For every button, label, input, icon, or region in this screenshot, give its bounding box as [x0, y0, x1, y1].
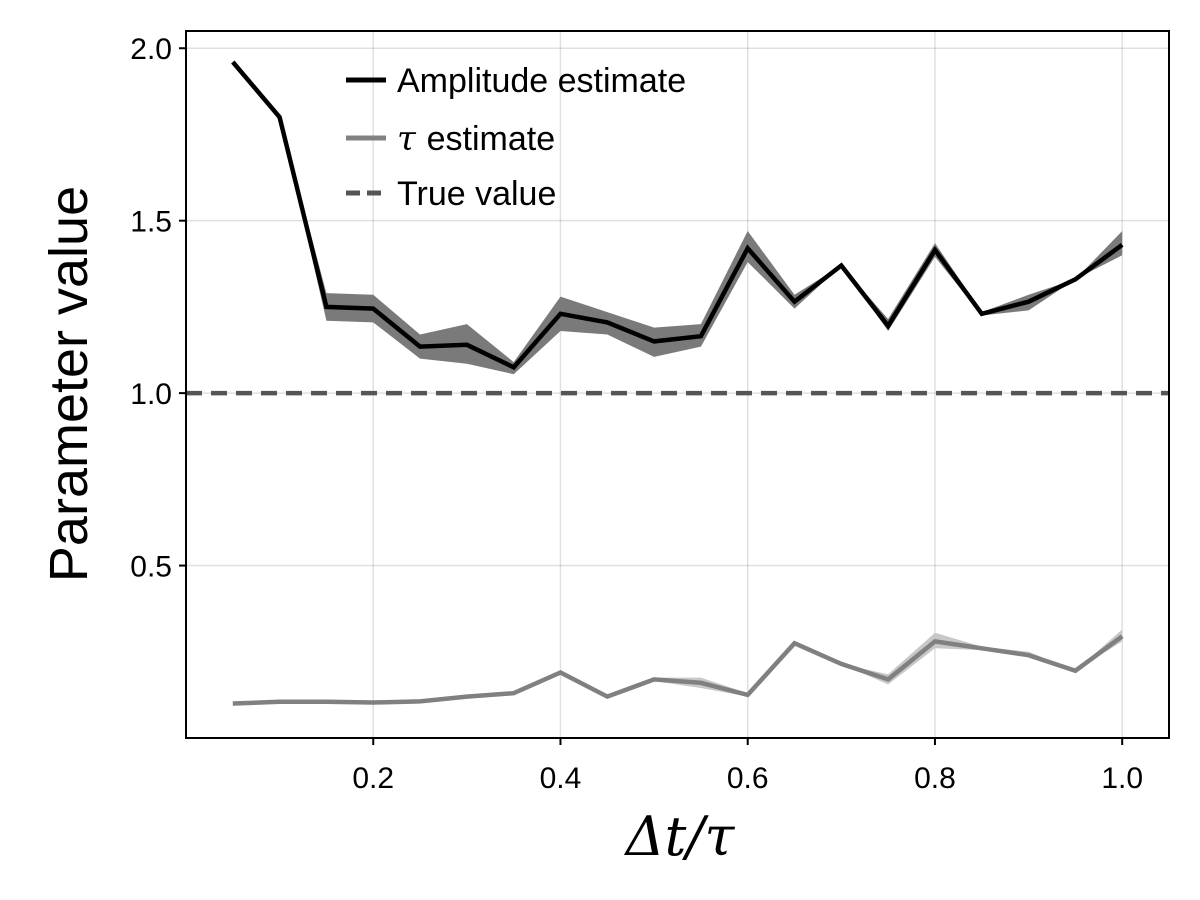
amplitude-line: [231, 60, 1124, 371]
tau-line: [232, 634, 1124, 706]
x-axis-ticks: 0.2 0.4 0.6 0.8 1.0: [352, 738, 1143, 795]
x-tick-label: 1.0: [1101, 762, 1143, 795]
series-lines: [231, 60, 1124, 706]
x-tick-label: 0.6: [727, 762, 769, 795]
legend-label: τ estimate: [397, 119, 555, 159]
y-tick-label: 0.5: [130, 551, 172, 584]
x-axis-label: Δt/τ: [624, 805, 736, 868]
legend-symbol: τ: [397, 119, 427, 159]
x-tick-label: 0.4: [540, 762, 582, 795]
y-tick-label: 2.0: [130, 33, 172, 66]
legend-text: True value: [397, 175, 556, 213]
legend: Amplitude estimate τ estimate True value: [346, 62, 686, 213]
x-tick-label: 0.8: [914, 762, 956, 795]
x-tick-label: 0.2: [352, 762, 394, 795]
y-tick-label: 1.5: [130, 206, 172, 239]
legend-label: True value: [397, 175, 556, 213]
grid-lines: [186, 31, 1169, 738]
legend-label: Amplitude estimate: [397, 62, 686, 100]
y-axis-ticks: 0.5 1.0 1.5 2.0: [130, 33, 186, 584]
amplitude-band: [232, 62, 1123, 375]
y-tick-label: 1.0: [130, 378, 172, 411]
legend-text: Amplitude estimate: [397, 62, 686, 100]
legend-text: estimate: [427, 120, 556, 158]
plot-frame: [185, 30, 1170, 739]
tau-band: [232, 629, 1123, 704]
y-axis-label: Parameter value: [39, 186, 99, 582]
confidence-bands: [232, 62, 1123, 704]
